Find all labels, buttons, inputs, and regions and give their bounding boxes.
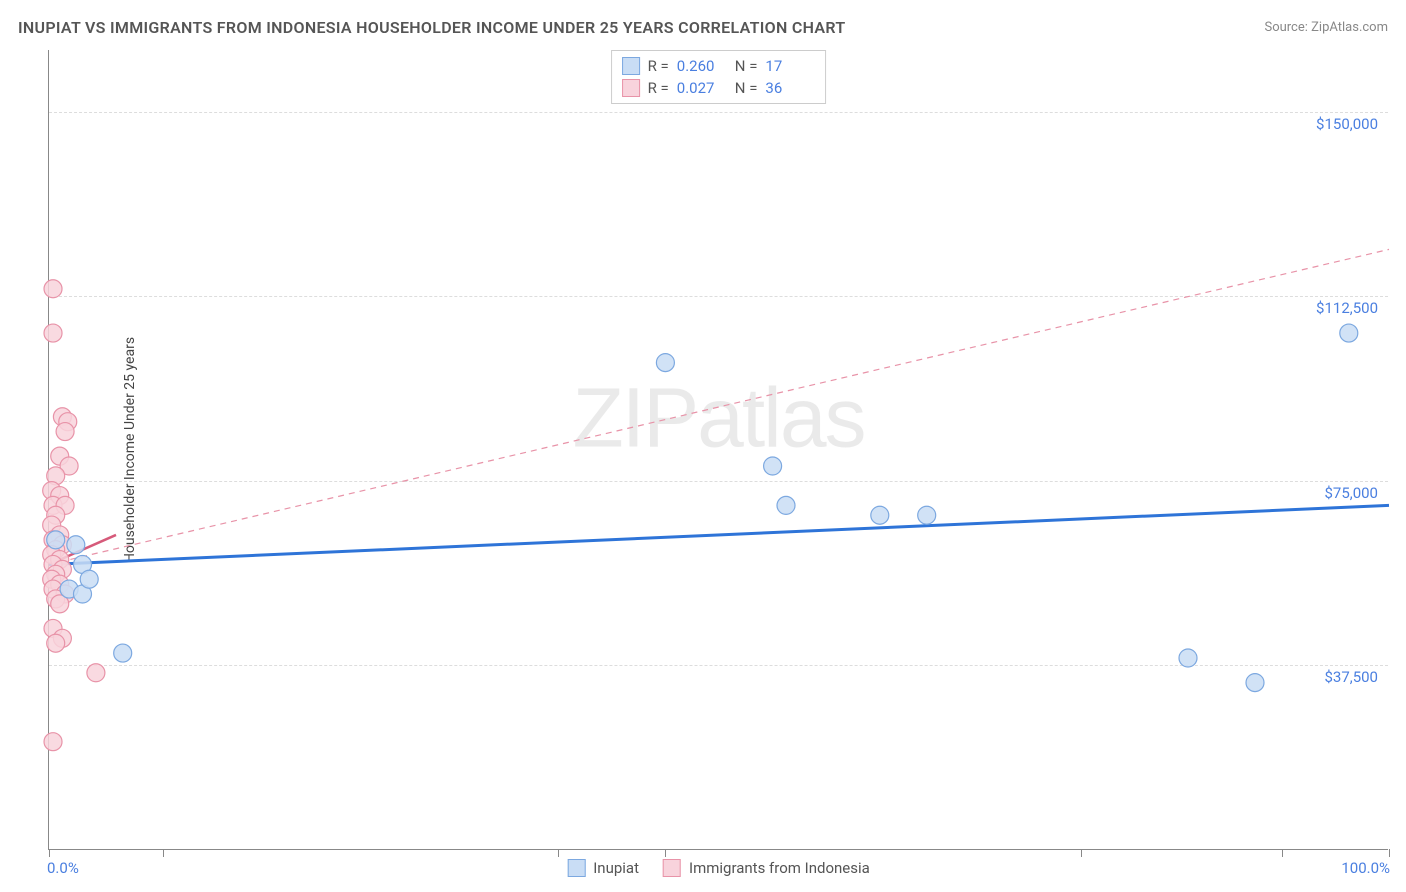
legend-correlation: R = 0.260 N = 17 R = 0.027 N = 36 <box>611 50 827 104</box>
x-tick <box>558 849 559 857</box>
n-value-1: 36 <box>765 79 815 97</box>
trend-line <box>49 505 1389 564</box>
swatch-series-0 <box>622 57 640 75</box>
data-point <box>777 496 795 514</box>
r-label-0: R = <box>648 57 669 75</box>
legend-swatch-0 <box>567 859 585 877</box>
data-point <box>47 531 65 549</box>
n-label-0: N = <box>735 57 758 75</box>
legend-label-1: Immigrants from Indonesia <box>689 859 870 877</box>
data-point <box>44 733 62 751</box>
x-axis-min-label: 0.0% <box>47 859 79 877</box>
data-point <box>44 324 62 342</box>
swatch-series-1 <box>622 79 640 97</box>
source-name: ZipAtlas.com <box>1311 20 1388 35</box>
x-tick <box>1389 849 1390 857</box>
source-prefix: Source: <box>1264 20 1311 35</box>
data-point <box>918 506 936 524</box>
legend-row-series-0: R = 0.260 N = 17 <box>622 55 816 77</box>
data-point <box>114 644 132 662</box>
title-bar: INUPIAT VS IMMIGRANTS FROM INDONESIA HOU… <box>18 18 1388 37</box>
r-value-0: 0.260 <box>677 57 727 75</box>
data-point <box>1340 324 1358 342</box>
x-tick <box>665 849 666 857</box>
data-point <box>1179 649 1197 667</box>
data-point <box>764 457 782 475</box>
chart-title: INUPIAT VS IMMIGRANTS FROM INDONESIA HOU… <box>18 18 845 37</box>
legend-row-series-1: R = 0.027 N = 36 <box>622 77 816 99</box>
data-point <box>56 423 74 441</box>
legend-item-0: Inupiat <box>567 859 639 877</box>
x-tick <box>49 849 50 857</box>
x-tick <box>1081 849 1082 857</box>
n-value-0: 17 <box>765 57 815 75</box>
x-tick <box>163 849 164 857</box>
r-label-1: R = <box>648 79 669 97</box>
data-point <box>656 354 674 372</box>
data-point <box>87 664 105 682</box>
chart-frame: Householder Income Under 25 years ZIPatl… <box>48 50 1388 850</box>
n-label-1: N = <box>735 79 758 97</box>
r-value-1: 0.027 <box>677 79 727 97</box>
data-point <box>44 280 62 298</box>
data-point <box>80 570 98 588</box>
data-point <box>1246 674 1264 692</box>
data-point <box>871 506 889 524</box>
legend-series: Inupiat Immigrants from Indonesia <box>567 859 870 877</box>
legend-label-0: Inupiat <box>593 859 639 877</box>
x-axis-max-label: 100.0% <box>1341 859 1390 877</box>
source-attribution: Source: ZipAtlas.com <box>1264 20 1388 35</box>
data-point <box>47 634 65 652</box>
legend-swatch-1 <box>663 859 681 877</box>
data-point <box>67 536 85 554</box>
legend-item-1: Immigrants from Indonesia <box>663 859 870 877</box>
plot-svg <box>49 50 1388 849</box>
x-tick <box>1282 849 1283 857</box>
trend-line <box>49 249 1389 564</box>
